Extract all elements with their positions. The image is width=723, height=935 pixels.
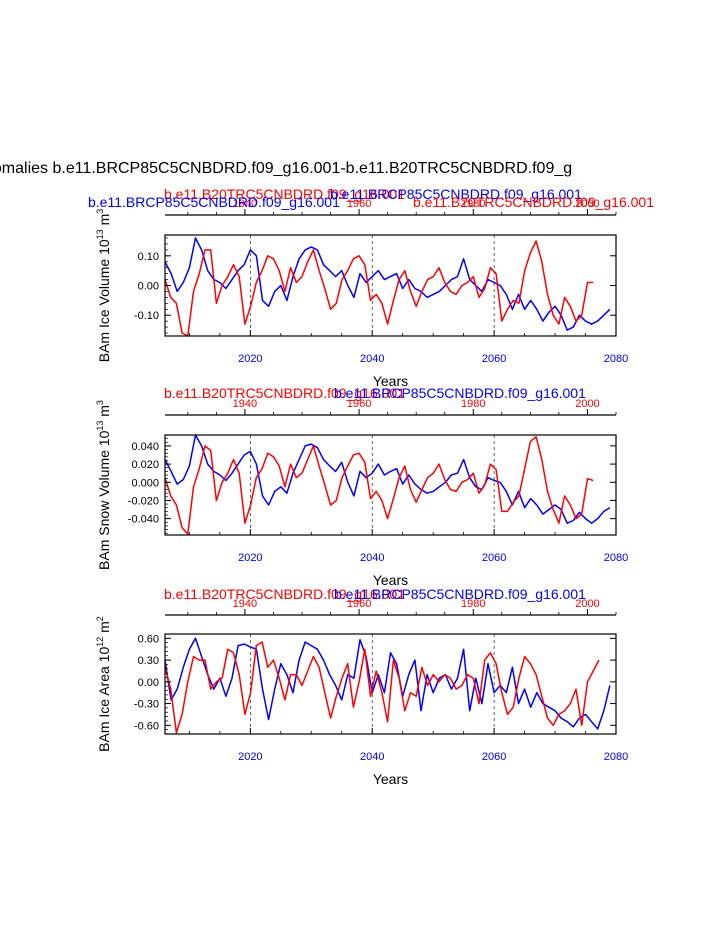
bottom-axis-tick-label: 2040 xyxy=(360,751,384,763)
top-axis-tick-label: 1980 xyxy=(461,398,485,410)
historical-series-line xyxy=(164,240,594,337)
bottom-axis-tick-label: 2020 xyxy=(238,552,262,564)
y-axis-tick-label: 0.10 xyxy=(138,251,159,263)
rcp85-series-line xyxy=(164,637,611,730)
y-axis-tick-label: 0.040 xyxy=(131,441,159,453)
panels-group: 1940 1960 1980 2000 2020 2040 2060 2080 -0.10 0.0… xyxy=(88,186,654,787)
top-axis-tick-label: 1980 xyxy=(461,598,485,610)
chart-panel-3: 1940 1960 1980 2000 2020 2040 2060 2080 -0.60 -0.… xyxy=(95,586,628,787)
panel1-title-red-right: b.e11.B20TRC5CNBDRD.f09_g16.001 xyxy=(413,194,654,210)
bottom-axis-tick-label: 2040 xyxy=(360,353,384,365)
y-axis-tick-label: 0.30 xyxy=(138,655,159,667)
plot-frame xyxy=(164,234,617,337)
bottom-axis-tick-label: 2020 xyxy=(238,751,262,763)
panel3-title-red: b.e11.B20TRC5CNBDRD.f09_g16.001 xyxy=(164,586,405,602)
top-axis-tick-label: 2000 xyxy=(575,598,599,610)
panel1-title-blue-left: b.e11.BRCP85C5CNBDRD.f09_g16.001 xyxy=(88,194,340,210)
bottom-axis-tick-label: 2020 xyxy=(238,353,262,365)
y-axis-tick-label: 0.60 xyxy=(138,633,159,645)
bottom-axis-tick-label: 2080 xyxy=(604,751,628,763)
historical-series-line xyxy=(164,641,600,734)
top-axis-tick-label: 1940 xyxy=(233,198,257,210)
y-axis-tick-label: 0.00 xyxy=(138,281,159,293)
y-axis-tick-label: -0.60 xyxy=(134,720,159,732)
rcp85-series-line xyxy=(164,434,611,524)
plot-frame xyxy=(164,633,617,735)
bottom-axis-tick-label: 2060 xyxy=(482,353,506,365)
plot-frame xyxy=(164,434,617,536)
chart-panel-2: 1940 1960 1980 2000 2020 2040 2060 2080 -0.040 -0… xyxy=(95,385,628,588)
top-axis-tick-label: 1960 xyxy=(347,598,371,610)
panel2-title-blue: b.e11.BRCP85C5CNBDRD.f09_g16.001 xyxy=(334,385,586,401)
top-axis-tick-label: 1980 xyxy=(461,198,485,210)
top-axis-tick-label: 2000 xyxy=(575,198,599,210)
y-axis-tick-label: -0.020 xyxy=(128,495,159,507)
y-axis-tick-label: -0.10 xyxy=(134,310,159,322)
bottom-axis-tick-label: 2040 xyxy=(360,552,384,564)
y-axis-label: BAm Ice Volume 1013 m3 xyxy=(95,209,112,363)
y-axis-tick-label: -0.040 xyxy=(128,514,159,526)
panel1-title-blue-center: b.e11.BRCP85C5CNBDRD.f09_g16.001 xyxy=(330,186,582,202)
x-axis-label: Years xyxy=(373,572,408,588)
y-axis-tick-label: 0.00 xyxy=(138,677,159,689)
panel2-title-red: b.e11.B20TRC5CNBDRD.f09_g16.001 xyxy=(164,385,405,401)
bottom-axis-tick-label: 2080 xyxy=(604,353,628,365)
panel3-title-blue: b.e11.BRCP85C5CNBDRD.f09_g16.001 xyxy=(334,586,586,602)
top-axis-tick-label: 1940 xyxy=(233,598,257,610)
top-axis-tick-label: 1960 xyxy=(347,198,371,210)
panel1-title-red-center: b.e11.B20TRC5CNBDRD.f09_g16.001 xyxy=(164,186,405,202)
top-axis-tick-label: 1960 xyxy=(347,398,371,410)
bottom-axis-tick-label: 2080 xyxy=(604,552,628,564)
y-axis-label: BAm Snow Volume 1013 m3 xyxy=(95,400,112,570)
chart-panel-1: 1940 1960 1980 2000 2020 2040 2060 2080 -0.10 0.0… xyxy=(88,186,654,389)
top-axis-tick-label: 2000 xyxy=(575,398,599,410)
x-axis-label: Years xyxy=(373,373,408,389)
x-axis-label: Years xyxy=(373,771,408,787)
historical-series-line xyxy=(164,436,594,535)
y-axis-label: BAm Ice Area 1012 m2 xyxy=(95,616,112,752)
rcp85-series-line xyxy=(164,237,611,331)
top-axis-tick-label: 1940 xyxy=(233,398,257,410)
y-axis-tick-label: 0.000 xyxy=(131,477,159,489)
y-axis-tick-label: -0.30 xyxy=(134,699,159,711)
y-axis-tick-label: 0.020 xyxy=(131,459,159,471)
bottom-axis-tick-label: 2060 xyxy=(482,552,506,564)
bottom-axis-tick-label: 2060 xyxy=(482,751,506,763)
figure-title: nomalies b.e11.BRCP85C5CNBDRD.f09_g16.00… xyxy=(0,160,572,177)
